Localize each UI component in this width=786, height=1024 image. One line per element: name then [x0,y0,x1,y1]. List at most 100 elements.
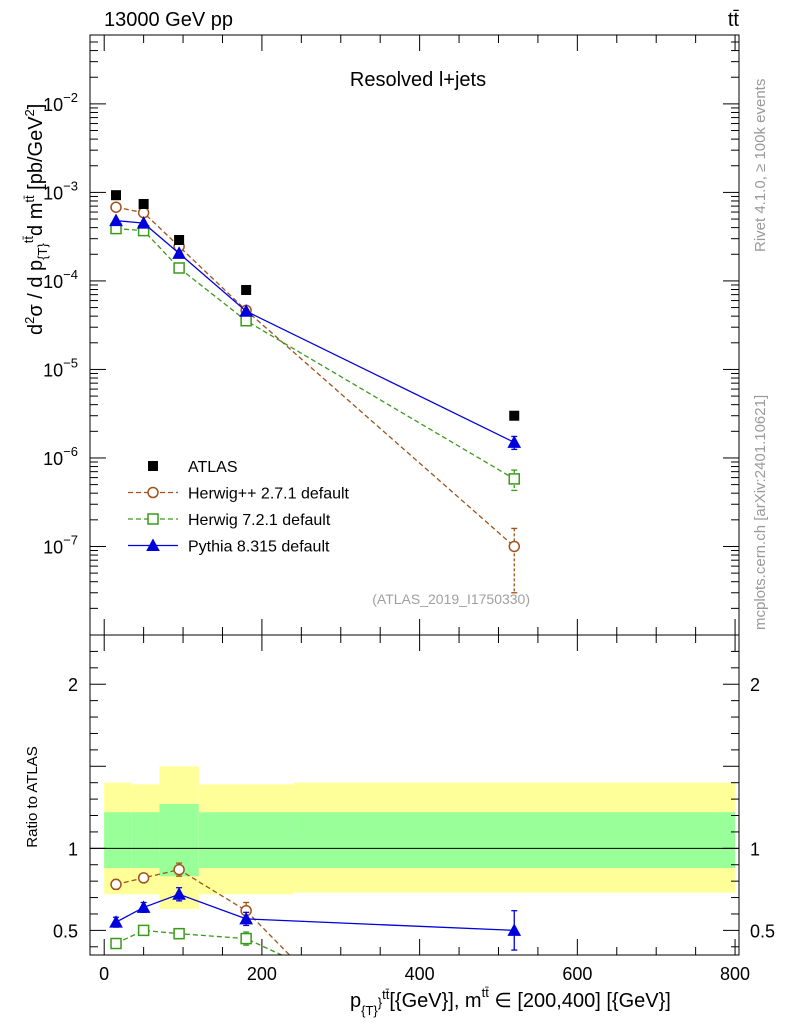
main-y-axis-label: d2σ / d p{T}tt̄d mtt̄ [pb/GeV2] [21,104,50,335]
legend-marker-atlas [148,461,158,471]
data-point [508,540,521,553]
ratio-point [110,878,122,891]
series-atlas [111,190,520,421]
series-line [115,206,515,547]
ratio-point [172,887,186,900]
y-tick-label: 10−5 [43,355,78,380]
ratio-point [240,932,252,945]
ratio-series-triangle [109,887,522,951]
y-tick-label-exp: −3 [63,178,78,193]
uncertainty-band-inner [198,812,294,869]
ratio-point [137,872,150,884]
series-square [110,222,521,492]
y-label-part: 2 [22,317,37,324]
ratio-tick-label-left: 0.5 [53,921,78,941]
ratio-y-axis-label: Ratio to ATLAS [24,746,41,847]
y-tick-label-base: 10 [43,537,63,557]
atlas-point [241,284,252,295]
uncertainty-band-inner [104,812,132,869]
x-label-part: tt̄ [482,985,490,1000]
header-process: tt̄ [728,9,740,31]
ratio-series-circle [110,862,290,956]
ratio-tick-label-right: 0.5 [750,921,775,941]
atlas-point [138,198,149,209]
ratio-panel: 0.5 0.5 1 1 2 2 0 200 400 600 800 Ratio to ATLAS [24,634,775,984]
data-point [507,435,522,448]
y-label-part: σ / d p [25,260,47,317]
x-label-part: ∈ [200,400] [{GeV}] [489,990,671,1012]
series-triangle [109,213,522,451]
data-point [172,246,186,259]
legend-entry: Pythia 8.315 default [128,538,330,556]
y-label-part: [pb/GeV [25,116,47,196]
y-tick-label-exp: −7 [63,532,78,547]
series-circle [110,201,521,594]
data-point [173,262,185,274]
data-point [109,213,123,227]
legend-label: Pythia 8.315 default [188,539,330,556]
ratio-point [173,863,185,876]
y-tick-label: 10−3 [43,178,78,203]
x-axis-label-text: p{T}}tt̄[{GeV}], mtt̄ ∈ [200,400] [{GeV}… [350,985,671,1018]
y-label-part: d m [25,203,47,236]
y-label-part: d [25,324,47,335]
main-title: Resolved l+jets [350,69,486,91]
x-axis-label: p{T}}tt̄[{GeV}], mtt̄ ∈ [200,400] [{GeV}… [350,985,671,1018]
x-tick-label: 600 [562,964,592,984]
legend-entry: Herwig 7.2.1 default [128,512,331,529]
legend-marker [146,538,160,551]
ratio-tick-label-right: 2 [750,675,760,695]
y-tick-label: 10−4 [43,267,78,292]
main-panel: 10−710−610−510−410−310−2 Resolved l+jets… [43,34,740,636]
y-tick-label: 10−6 [43,444,78,469]
x-label-part: [{GeV}], m [389,990,481,1012]
rivet-label: Rivet 4.1.0, ≥ 100k events [752,79,769,252]
reference-label: (ATLAS_2019_I1750330) [372,591,530,607]
ratio-tick-label-right: 1 [750,839,760,859]
ratio-point [109,915,123,928]
y-label-part: tt̄ [22,195,37,203]
uncertainty-band-inner [293,812,736,869]
y-tick-label-exp: −5 [63,355,78,370]
data-point [508,473,521,485]
legend-entry: Herwig++ 2.7.1 default [128,486,350,503]
y-tick-label-base: 10 [43,449,63,469]
x-label-part: } [378,995,383,1010]
y-tick-label-exp: −2 [63,90,78,105]
main-y-axis-label-text: d2σ / d p{T}tt̄d mtt̄ [pb/GeV2] [21,104,50,335]
series-line [115,227,515,480]
atlas-point [174,234,185,245]
atlas-point [111,190,122,201]
x-label-part: p [350,990,361,1012]
y-label-part: 2 [22,109,37,116]
data-point [110,201,122,213]
y-tick-label-base: 10 [43,360,63,380]
legend: ATLAS Herwig++ 2.7.1 default Herwig 7.2.1 … [128,459,350,556]
ratio-point [239,911,253,925]
y-tick-label-exp: −4 [63,267,78,282]
atlas-point [509,410,520,421]
x-tick-label: 400 [405,964,435,984]
data-point [240,314,252,327]
ratio-point [173,927,185,940]
y-label-part: ] [25,104,47,110]
ratio-tick-label-left: 1 [68,839,78,859]
legend-marker [147,513,159,525]
data-point [239,304,253,317]
data-point [136,216,151,229]
ratio-point [137,924,150,937]
ratio-point [136,900,151,913]
ratio-frame [89,634,740,956]
x-tick-label: 800 [720,964,750,984]
ratio-point [507,923,522,936]
y-label-part: tt̄ [21,236,36,244]
x-tick-label: 200 [247,964,277,984]
y-tick-label-base: 10 [43,272,63,292]
ratio-series-square [110,924,282,956]
y-tick-label: 10−7 [43,532,78,557]
mcplots-label: mcplots.cern.ch [arXiv:2401.10621] [752,395,769,630]
legend-entry: ATLAS [148,459,238,476]
ratio-tick-label-left: 2 [68,675,78,695]
y-tick-label-base: 10 [43,95,63,115]
